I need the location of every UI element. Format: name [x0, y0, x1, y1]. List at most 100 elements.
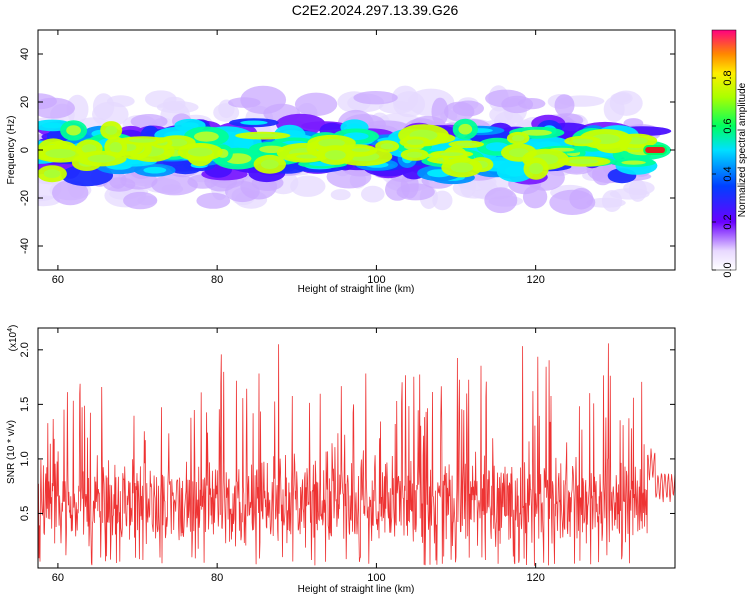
spectrogram-blob: [294, 92, 338, 117]
spectrogram-blob-core: [456, 142, 477, 147]
spectrogram-blob-core: [66, 125, 81, 136]
spectrogram-blob-core: [521, 129, 552, 136]
spectrogram-blob-core: [105, 125, 118, 135]
colorbar: 0.0 0.2 0.4 0.6 0.8 Normalized spectral ampl…: [711, 29, 748, 278]
spectrogram-blob: [549, 189, 596, 215]
y-tick-label: 40: [19, 48, 31, 60]
spectrogram-blob-core: [194, 131, 219, 142]
x-tick-label: 120: [526, 274, 544, 286]
colorbar-tick-label: 0.8: [722, 70, 734, 85]
spectrum-ridge: [645, 147, 666, 153]
y-tick-label: -20: [19, 190, 31, 206]
spectrogram-blob: [484, 187, 518, 214]
spectrogram-panel: 60 80 100 120 -40 -20 0 20 40 Height of straigh…: [6, 29, 676, 295]
spectrogram-blob-core: [187, 147, 213, 157]
spectrogram-blob-core: [380, 143, 394, 150]
spectrogram-blob-core: [240, 120, 268, 125]
spectrogram-blob: [432, 190, 453, 211]
spectrogram-blob-core: [450, 162, 474, 173]
spectrogram-blob-core: [351, 148, 371, 152]
snr-y-axis-label: SNR (10 * v/v): [6, 420, 17, 484]
spectrogram-blob-core: [505, 165, 526, 177]
spectrogram-blob: [38, 97, 75, 119]
spectrogram-blob: [330, 189, 351, 201]
spectrogram-x-ticks: 60 80 100 120: [52, 30, 545, 286]
spectrogram-blob: [106, 95, 135, 108]
spectrogram-blob-core: [458, 123, 473, 135]
spectrogram-blob-core: [109, 142, 122, 153]
spectrogram-blob-core: [81, 144, 97, 154]
spectrogram-blob-core: [572, 138, 593, 144]
spectrogram-blob: [151, 174, 198, 196]
colorbar-tick-label: 0.6: [722, 118, 734, 133]
spectrogram-blob-core: [568, 159, 599, 164]
snr-scale-label: (x104): [7, 325, 19, 352]
spectrogram-blob: [485, 89, 527, 108]
snr-x-axis-label: Height of straight line (km): [298, 584, 415, 595]
snr-series-line: [38, 343, 675, 566]
snr-panel: 60 80 100 120 0.5 1.0 1.5 2.0 Height of straig…: [6, 325, 676, 595]
x-tick-label: 80: [211, 274, 223, 286]
y-tick-label: 20: [19, 96, 31, 108]
x-tick-label: 100: [367, 572, 385, 584]
spectrogram-blob-core: [233, 136, 254, 149]
snr-frame: [37, 327, 676, 569]
spectrogram-blob-core: [407, 151, 423, 158]
colorbar-gradient: [711, 29, 737, 271]
spectrogram-blob-core: [509, 148, 529, 158]
spectrogram-blob-core: [45, 148, 76, 159]
x-tick-label: 60: [52, 572, 64, 584]
colorbar-tick-label: 0.2: [722, 214, 734, 229]
spectrogram-blob: [361, 185, 385, 203]
spectrogram-blob: [290, 175, 326, 197]
spectrogram-blob-core: [260, 159, 279, 169]
spectrogram-blob-core: [143, 166, 167, 174]
spectrogram-blob-core: [324, 150, 346, 160]
snr-y-ticks: 0.5 1.0 1.5 2.0: [19, 342, 675, 521]
y-tick-label: -40: [19, 238, 31, 254]
y-tick-label: 0: [19, 147, 31, 153]
snr-x-ticks: 60 80 100 120: [52, 328, 545, 584]
y-tick-label: 2.0: [19, 342, 31, 357]
spectrogram-blob-core: [41, 122, 64, 129]
spectrogram-blob-core: [529, 163, 544, 175]
spectrogram-blob-core: [318, 138, 345, 148]
colorbar-tick-label: 0.0: [722, 262, 734, 277]
spectrogram-blob-core: [621, 160, 646, 165]
y-tick-label: 1.5: [19, 397, 31, 412]
spectrogram-blob: [612, 91, 633, 105]
spectrogram-blob: [601, 190, 623, 212]
spectrogram-blobs: [38, 85, 672, 215]
spectrogram-blob: [51, 180, 89, 206]
x-tick-label: 120: [526, 572, 544, 584]
spectrogram-blob: [196, 192, 231, 209]
spectrogram-blob-core: [439, 152, 464, 157]
spectrogram-blob-core: [129, 138, 157, 143]
colorbar-ticks: 0.0 0.2 0.4 0.6 0.8: [712, 70, 734, 278]
spectrogram-blob: [554, 94, 575, 117]
chart-title: C2E2.2024.297.13.39.G26: [291, 2, 459, 18]
x-tick-label: 80: [211, 572, 223, 584]
spectrogram-blob-core: [247, 133, 278, 138]
spectrogram-blob: [156, 101, 199, 114]
spectrogram-blob: [130, 114, 168, 129]
spectrogram-blob: [123, 191, 158, 210]
y-tick-label: 1.0: [19, 451, 31, 466]
spectrogram-y-ticks: -40 -20 0 20 40: [19, 48, 675, 254]
spectrogram-blob: [431, 97, 449, 126]
spectrogram-blob-core: [512, 135, 525, 142]
spectrogram-blob-core: [406, 139, 424, 145]
spectrogram-blob: [452, 100, 484, 117]
spectrogram-blob: [353, 91, 398, 105]
spectrogram-x-axis-label: Height of straight line (km): [298, 284, 415, 295]
x-tick-label: 100: [367, 274, 385, 286]
spectrogram-blob-core: [87, 154, 116, 163]
spectrogram-blob-core: [43, 169, 61, 178]
spectrogram-blob: [396, 183, 435, 201]
spectrogram-blob: [379, 100, 414, 114]
y-tick-label: 0.5: [19, 506, 31, 521]
x-tick-label: 60: [52, 274, 64, 286]
spectrogram-y-axis-label: Frequency (Hz): [6, 116, 17, 185]
spectrogram-blob: [228, 97, 261, 108]
